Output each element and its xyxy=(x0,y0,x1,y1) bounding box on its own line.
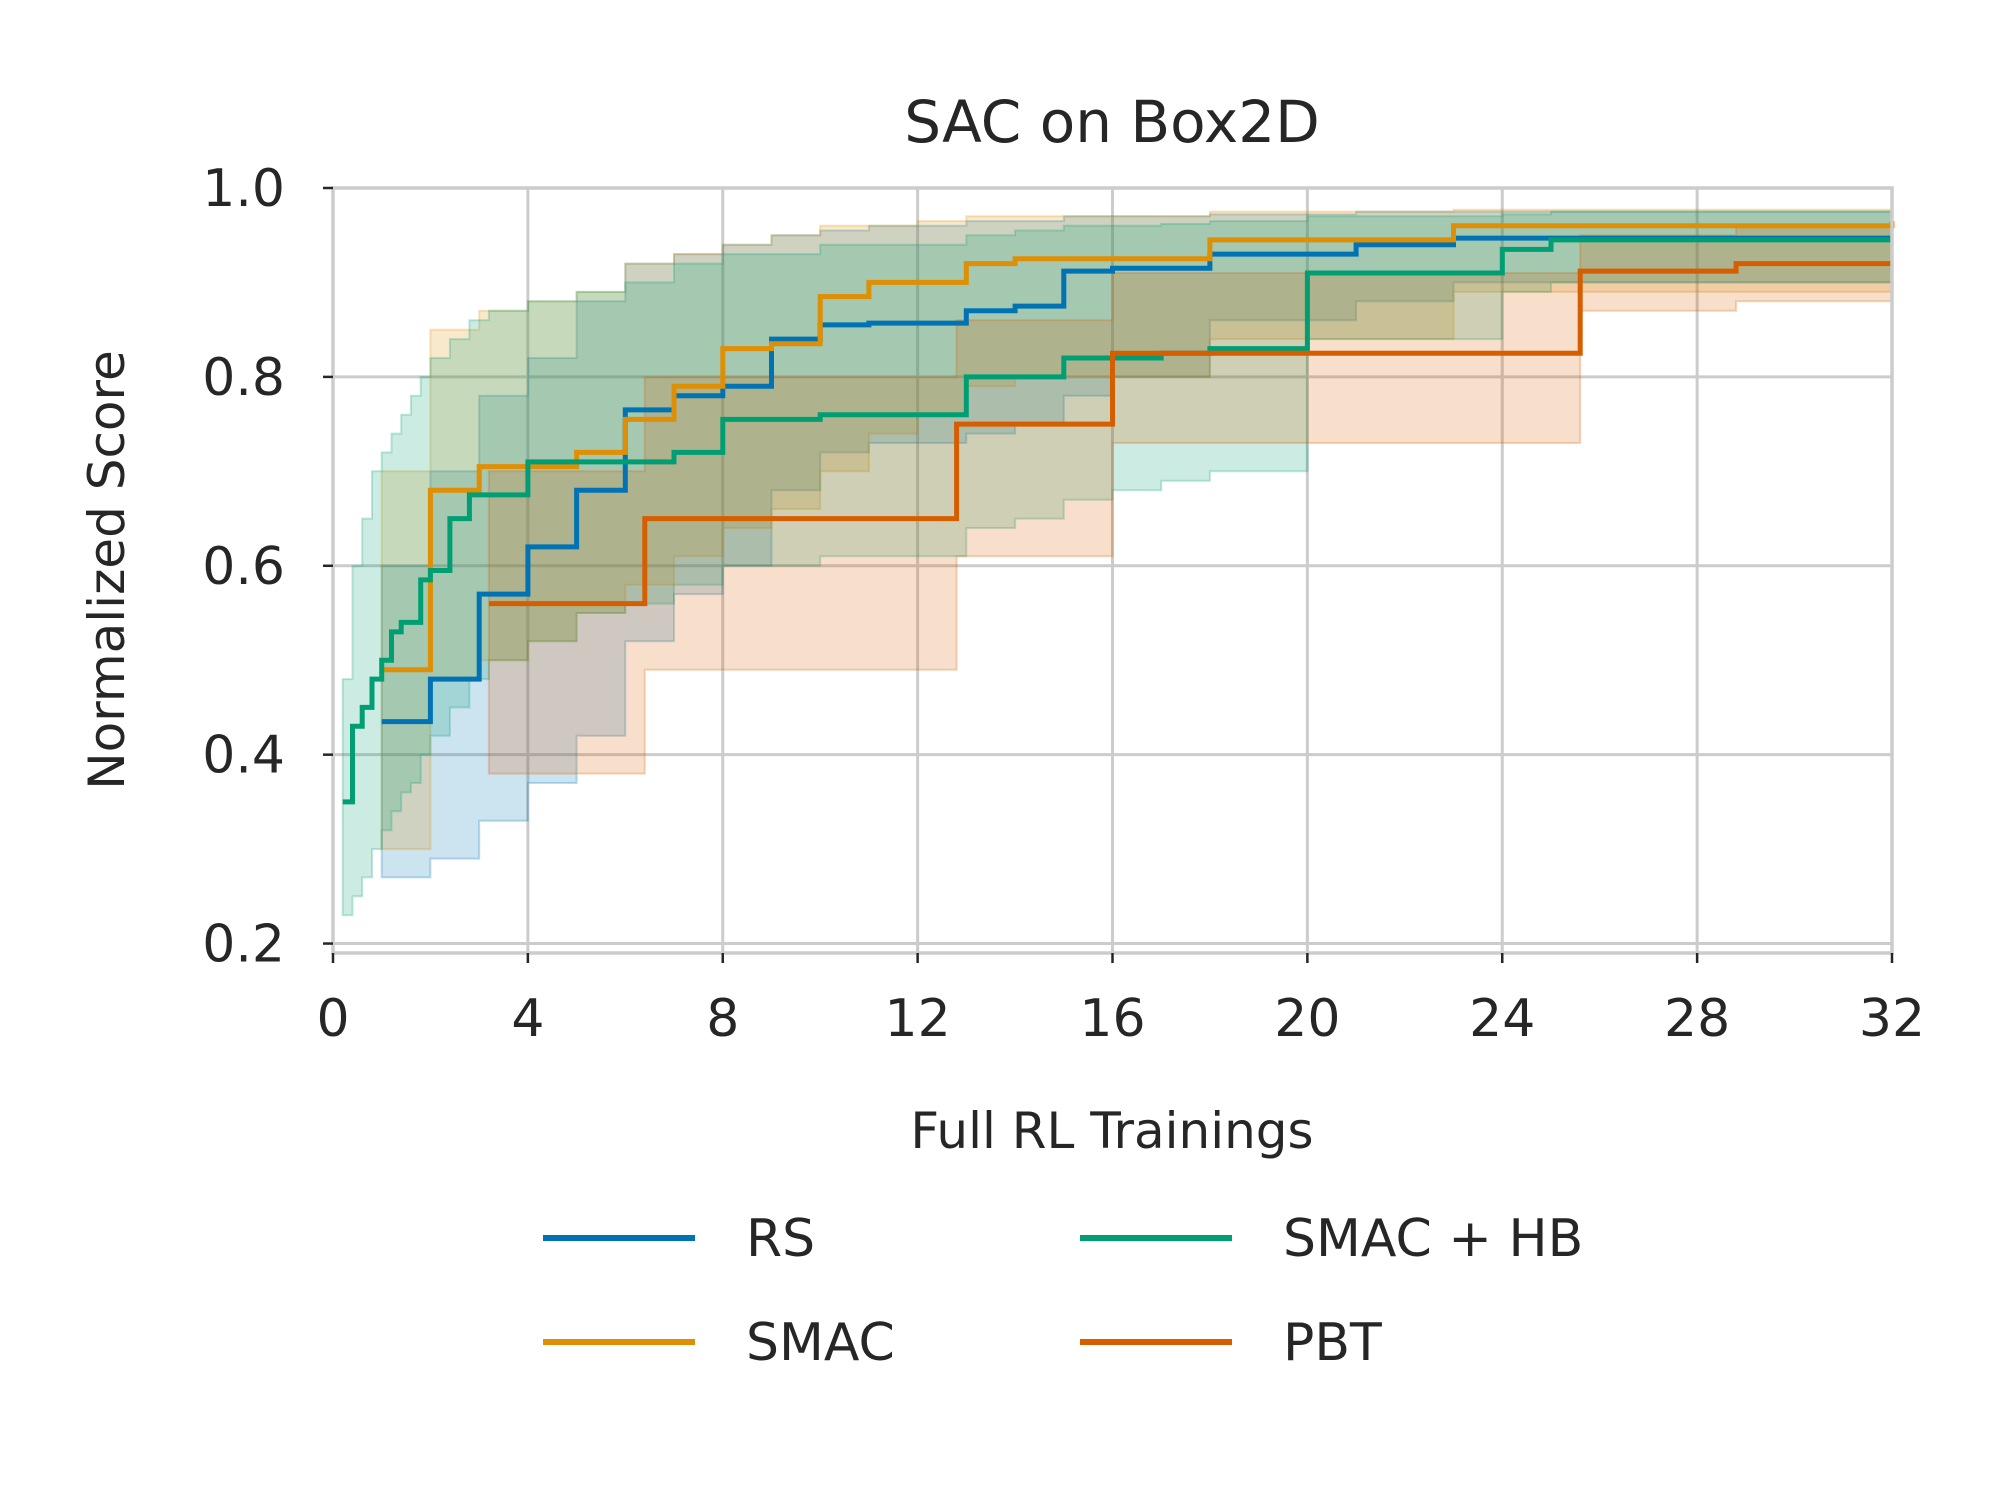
chart-title: SAC on Box2D xyxy=(904,88,1320,156)
x-tick-label: 32 xyxy=(1859,989,1925,1049)
x-tick-label: 28 xyxy=(1664,989,1730,1049)
legend-item-smac-hb: SMAC + HB xyxy=(1080,1209,1583,1269)
legend-label: SMAC + HB xyxy=(1283,1209,1583,1269)
series-lines xyxy=(342,221,1895,805)
x-axis-ticks: 0 4 8 12 16 20 24 28 32 xyxy=(316,953,1925,1049)
x-tick-label: 0 xyxy=(316,989,349,1049)
legend-item-smac: SMAC xyxy=(543,1313,895,1373)
x-tick-label: 12 xyxy=(885,989,951,1049)
band-rs xyxy=(380,209,1893,879)
legend-item-rs: RS xyxy=(543,1209,815,1269)
y-tick-label: 0.4 xyxy=(202,726,285,786)
legend-label: RS xyxy=(746,1209,815,1269)
y-tick-label: 1.0 xyxy=(202,159,285,219)
legend-item-pbt: PBT xyxy=(1080,1313,1382,1373)
legend-label: PBT xyxy=(1283,1313,1382,1373)
x-tick-label: 4 xyxy=(511,989,544,1049)
y-axis-label: Normalized Score xyxy=(78,350,136,789)
x-tick-label: 20 xyxy=(1274,989,1340,1049)
confidence-bands xyxy=(341,208,1893,917)
y-tick-label: 0.6 xyxy=(202,537,285,597)
x-tick-label: 24 xyxy=(1469,989,1535,1049)
x-axis-label: Full RL Trainings xyxy=(910,1102,1313,1160)
y-axis-ticks: 0.2 0.4 0.6 0.8 1.0 xyxy=(202,159,333,975)
y-tick-label: 0.8 xyxy=(202,348,285,408)
legend: RS SMAC + HB SMAC PBT xyxy=(543,1209,1583,1373)
legend-label: SMAC xyxy=(746,1313,895,1373)
x-tick-label: 8 xyxy=(706,989,739,1049)
x-tick-label: 16 xyxy=(1079,989,1145,1049)
y-tick-label: 0.2 xyxy=(202,915,285,975)
line-pbt xyxy=(488,261,1892,607)
